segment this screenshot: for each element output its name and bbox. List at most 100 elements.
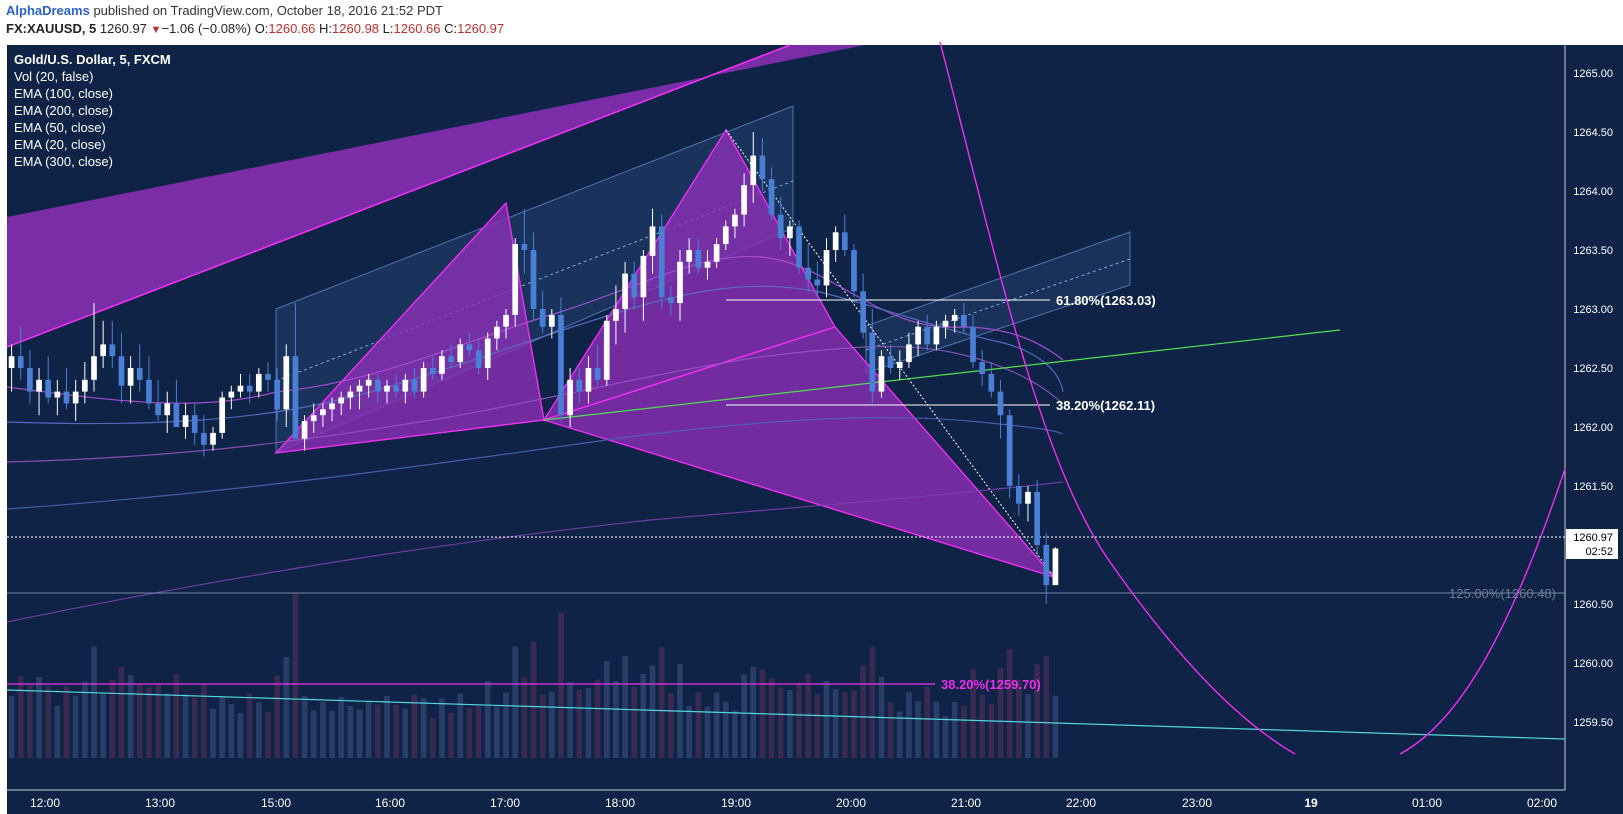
volume-bar	[741, 674, 747, 758]
volume-bar	[1015, 679, 1022, 758]
candle-body	[741, 185, 747, 215]
price-tick: 1262.50	[1573, 363, 1613, 375]
candle-body	[539, 309, 546, 327]
volume-bar	[603, 661, 610, 758]
volume-bar	[329, 711, 335, 758]
volume-bar	[1043, 656, 1050, 758]
volume-bar	[219, 696, 226, 758]
candle-body	[713, 244, 720, 262]
volume-bar	[585, 688, 592, 758]
candle-body	[869, 332, 876, 392]
volume-bar	[732, 710, 738, 758]
cyan-trendline[interactable]	[6, 689, 1566, 740]
candle-body	[805, 267, 812, 280]
volume-bar	[841, 692, 848, 758]
volume-bar	[27, 685, 33, 758]
projection-arc-up	[1399, 468, 1566, 755]
candle-body	[594, 368, 601, 380]
candle-body	[356, 385, 363, 392]
volume-bar	[933, 701, 940, 758]
author-link[interactable]: AlphaDreams	[6, 3, 90, 18]
green-trendline[interactable]	[543, 329, 1341, 421]
ema-lines	[6, 255, 1064, 623]
volume-bar	[109, 680, 116, 758]
candle-body	[1043, 545, 1050, 586]
legend-item-ema-100[interactable]: EMA (100, close)	[14, 86, 113, 101]
time-axis-background[interactable]	[7, 790, 1623, 814]
legend-item-ema-300[interactable]: EMA (300, close)	[14, 154, 113, 169]
chart-legend[interactable]: Gold/U.S. Dollar, 5, FXCM Vol (20, false…	[14, 51, 171, 170]
candle-body	[997, 391, 1004, 416]
change-arrow-icon: ▼	[150, 24, 162, 36]
candle-body	[448, 356, 454, 363]
volume-bar	[503, 692, 509, 758]
candle-body	[429, 368, 436, 374]
candle-body	[255, 373, 262, 392]
volume-bar	[887, 702, 894, 758]
candle-body	[704, 261, 711, 268]
volume-bar	[832, 689, 839, 758]
time-tick: 02:00	[1527, 796, 1557, 810]
legend-item-ema-200[interactable]: EMA (200, close)	[14, 103, 113, 118]
time-tick: 12:00	[30, 796, 60, 810]
volume-bar	[375, 704, 381, 758]
time-axis-labels[interactable]: 12:00 13:00 15:00 16:00 17:00 18:00 19:0…	[30, 796, 1557, 810]
candle-body	[576, 379, 583, 392]
volume-bar	[860, 665, 866, 758]
volume-bar	[512, 646, 519, 758]
volume-bar	[539, 694, 546, 758]
volume-bar	[429, 718, 436, 758]
channel-lower-line	[6, 44, 791, 348]
volume-bar	[640, 674, 647, 758]
candle-body	[1015, 486, 1022, 504]
price-axis-labels[interactable]: 1265.00 1264.50 1264.00 1263.50 1263.00 …	[1573, 68, 1613, 729]
volume-bar	[494, 706, 500, 758]
candle-body	[777, 214, 784, 239]
volume-bar	[155, 684, 161, 758]
high-label: H:	[319, 21, 333, 36]
volume-bar	[768, 678, 775, 758]
candle-body	[320, 409, 326, 416]
volume-bar	[72, 695, 79, 758]
ascending-channel	[7, 45, 865, 347]
candle-body	[942, 320, 949, 327]
candle-body	[924, 326, 931, 345]
legend-title: Gold/U.S. Dollar, 5, FXCM	[14, 52, 171, 67]
time-tick: 21:00	[951, 796, 981, 810]
volume-bar	[997, 668, 1004, 758]
candle-body	[8, 356, 15, 368]
ema-300	[6, 481, 1064, 623]
candle-body	[915, 326, 921, 345]
legend-item-ema-20[interactable]: EMA (20, close)	[14, 137, 106, 152]
time-tick: 19	[1304, 796, 1318, 810]
candle-body	[906, 344, 912, 363]
candle-body	[878, 356, 885, 392]
volume-bar	[36, 677, 42, 758]
ema-20	[6, 255, 1064, 404]
candle-body	[649, 226, 656, 256]
candle-body	[668, 297, 674, 304]
ema-100	[6, 345, 1064, 463]
candle-body	[384, 385, 390, 392]
price-chart[interactable]: 61.80%(1263.03) 38.20%(1262.11) 125.00%(…	[0, 42, 1623, 814]
price-axis-background[interactable]	[1565, 45, 1623, 790]
legend-item-volume[interactable]: Vol (20, false)	[14, 69, 94, 84]
candle-body	[164, 403, 171, 416]
price-tick: 1263.50	[1573, 245, 1613, 257]
legend-item-ema-50[interactable]: EMA (50, close)	[14, 120, 106, 135]
volume-bar	[658, 647, 665, 758]
candle-body	[301, 421, 308, 439]
candle-body	[503, 314, 509, 327]
candle-body	[750, 155, 757, 186]
regression-channel-2-mid	[865, 258, 1131, 351]
volume-bar	[457, 693, 464, 758]
volume-bar	[567, 682, 573, 758]
close-label: C:	[444, 21, 458, 36]
volume-bar	[255, 702, 262, 758]
volume-bar	[81, 681, 88, 758]
harmonic-pattern	[274, 128, 1057, 579]
candle-body	[146, 379, 152, 404]
volume-bar	[420, 698, 427, 758]
candle-body	[411, 379, 418, 392]
volume-bar	[649, 665, 656, 758]
